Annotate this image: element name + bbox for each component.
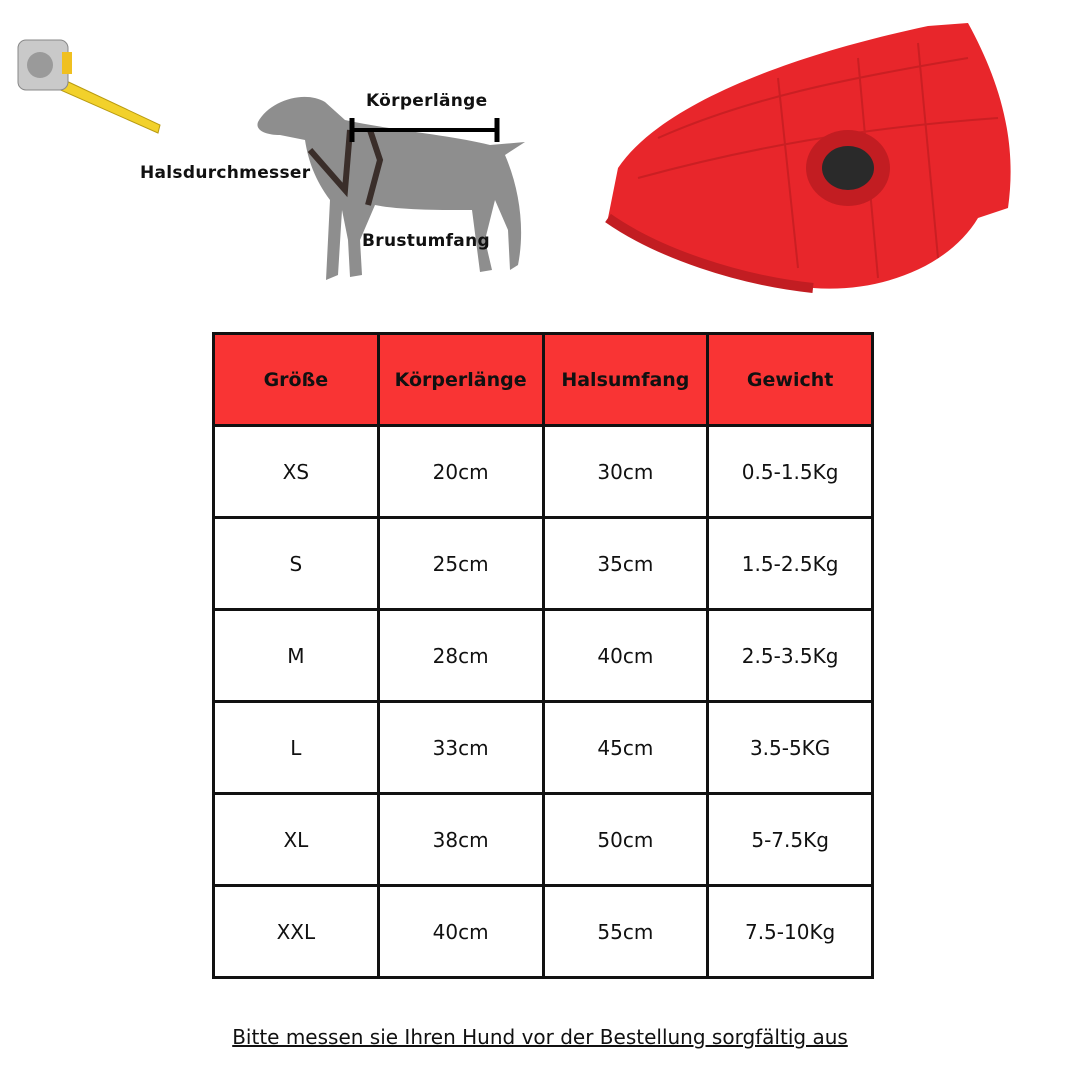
table-cell: 2.5-3.5Kg [706, 608, 874, 703]
table-cell: 1.5-2.5Kg [706, 516, 874, 611]
table-cell: 0.5-1.5Kg [706, 424, 874, 519]
dog-silhouette-icon [257, 96, 525, 280]
dog-jacket-image [605, 23, 1011, 293]
table-cell: 45cm [541, 700, 710, 795]
table-cell: 3.5-5KG [706, 700, 874, 795]
table-row: M 28cm 40cm 2.5-3.5Kg [212, 608, 874, 703]
footer-note: Bitte messen sie Ihren Hund vor der Best… [232, 1025, 848, 1049]
table-cell: XXL [212, 884, 380, 979]
table-cell: 55cm [541, 884, 710, 979]
table-row: XL 38cm 50cm 5-7.5Kg [212, 792, 874, 887]
body-length-label: Körperlänge [366, 91, 488, 111]
chest-label: Brustumfang [362, 231, 490, 251]
table-row: XXL 40cm 55cm 7.5-10Kg [212, 884, 874, 979]
table-cell: 40cm [376, 884, 545, 979]
neck-label: Halsdurchmesser [140, 163, 311, 183]
table-cell: XL [212, 792, 380, 887]
table-cell: 20cm [376, 424, 545, 519]
table-header-row: Größe Körperlänge Halsumfang Gewicht [212, 332, 874, 427]
table-cell: 28cm [376, 608, 545, 703]
table-cell: 30cm [541, 424, 710, 519]
table-cell: 50cm [541, 792, 710, 887]
table-cell: XS [212, 424, 380, 519]
size-chart-table: Größe Körperlänge Halsumfang Gewicht XS 2… [212, 332, 874, 979]
table-row: L 33cm 45cm 3.5-5KG [212, 700, 874, 795]
table-cell: 33cm [376, 700, 545, 795]
table-cell: 40cm [541, 608, 710, 703]
table-cell: L [212, 700, 380, 795]
header-cell: Halsumfang [541, 332, 710, 427]
table-row: XS 20cm 30cm 0.5-1.5Kg [212, 424, 874, 519]
table-cell: 38cm [376, 792, 545, 887]
table-cell: 5-7.5Kg [706, 792, 874, 887]
table-cell: 25cm [376, 516, 545, 611]
table-cell: 7.5-10Kg [706, 884, 874, 979]
header-cell: Körperlänge [376, 332, 545, 427]
tape-measure-icon [17, 39, 161, 134]
table-cell: 35cm [541, 516, 710, 611]
table-cell: S [212, 516, 380, 611]
table-cell: M [212, 608, 380, 703]
header-cell: Gewicht [706, 332, 874, 427]
header-cell: Größe [212, 332, 380, 427]
table-row: S 25cm 35cm 1.5-2.5Kg [212, 516, 874, 611]
